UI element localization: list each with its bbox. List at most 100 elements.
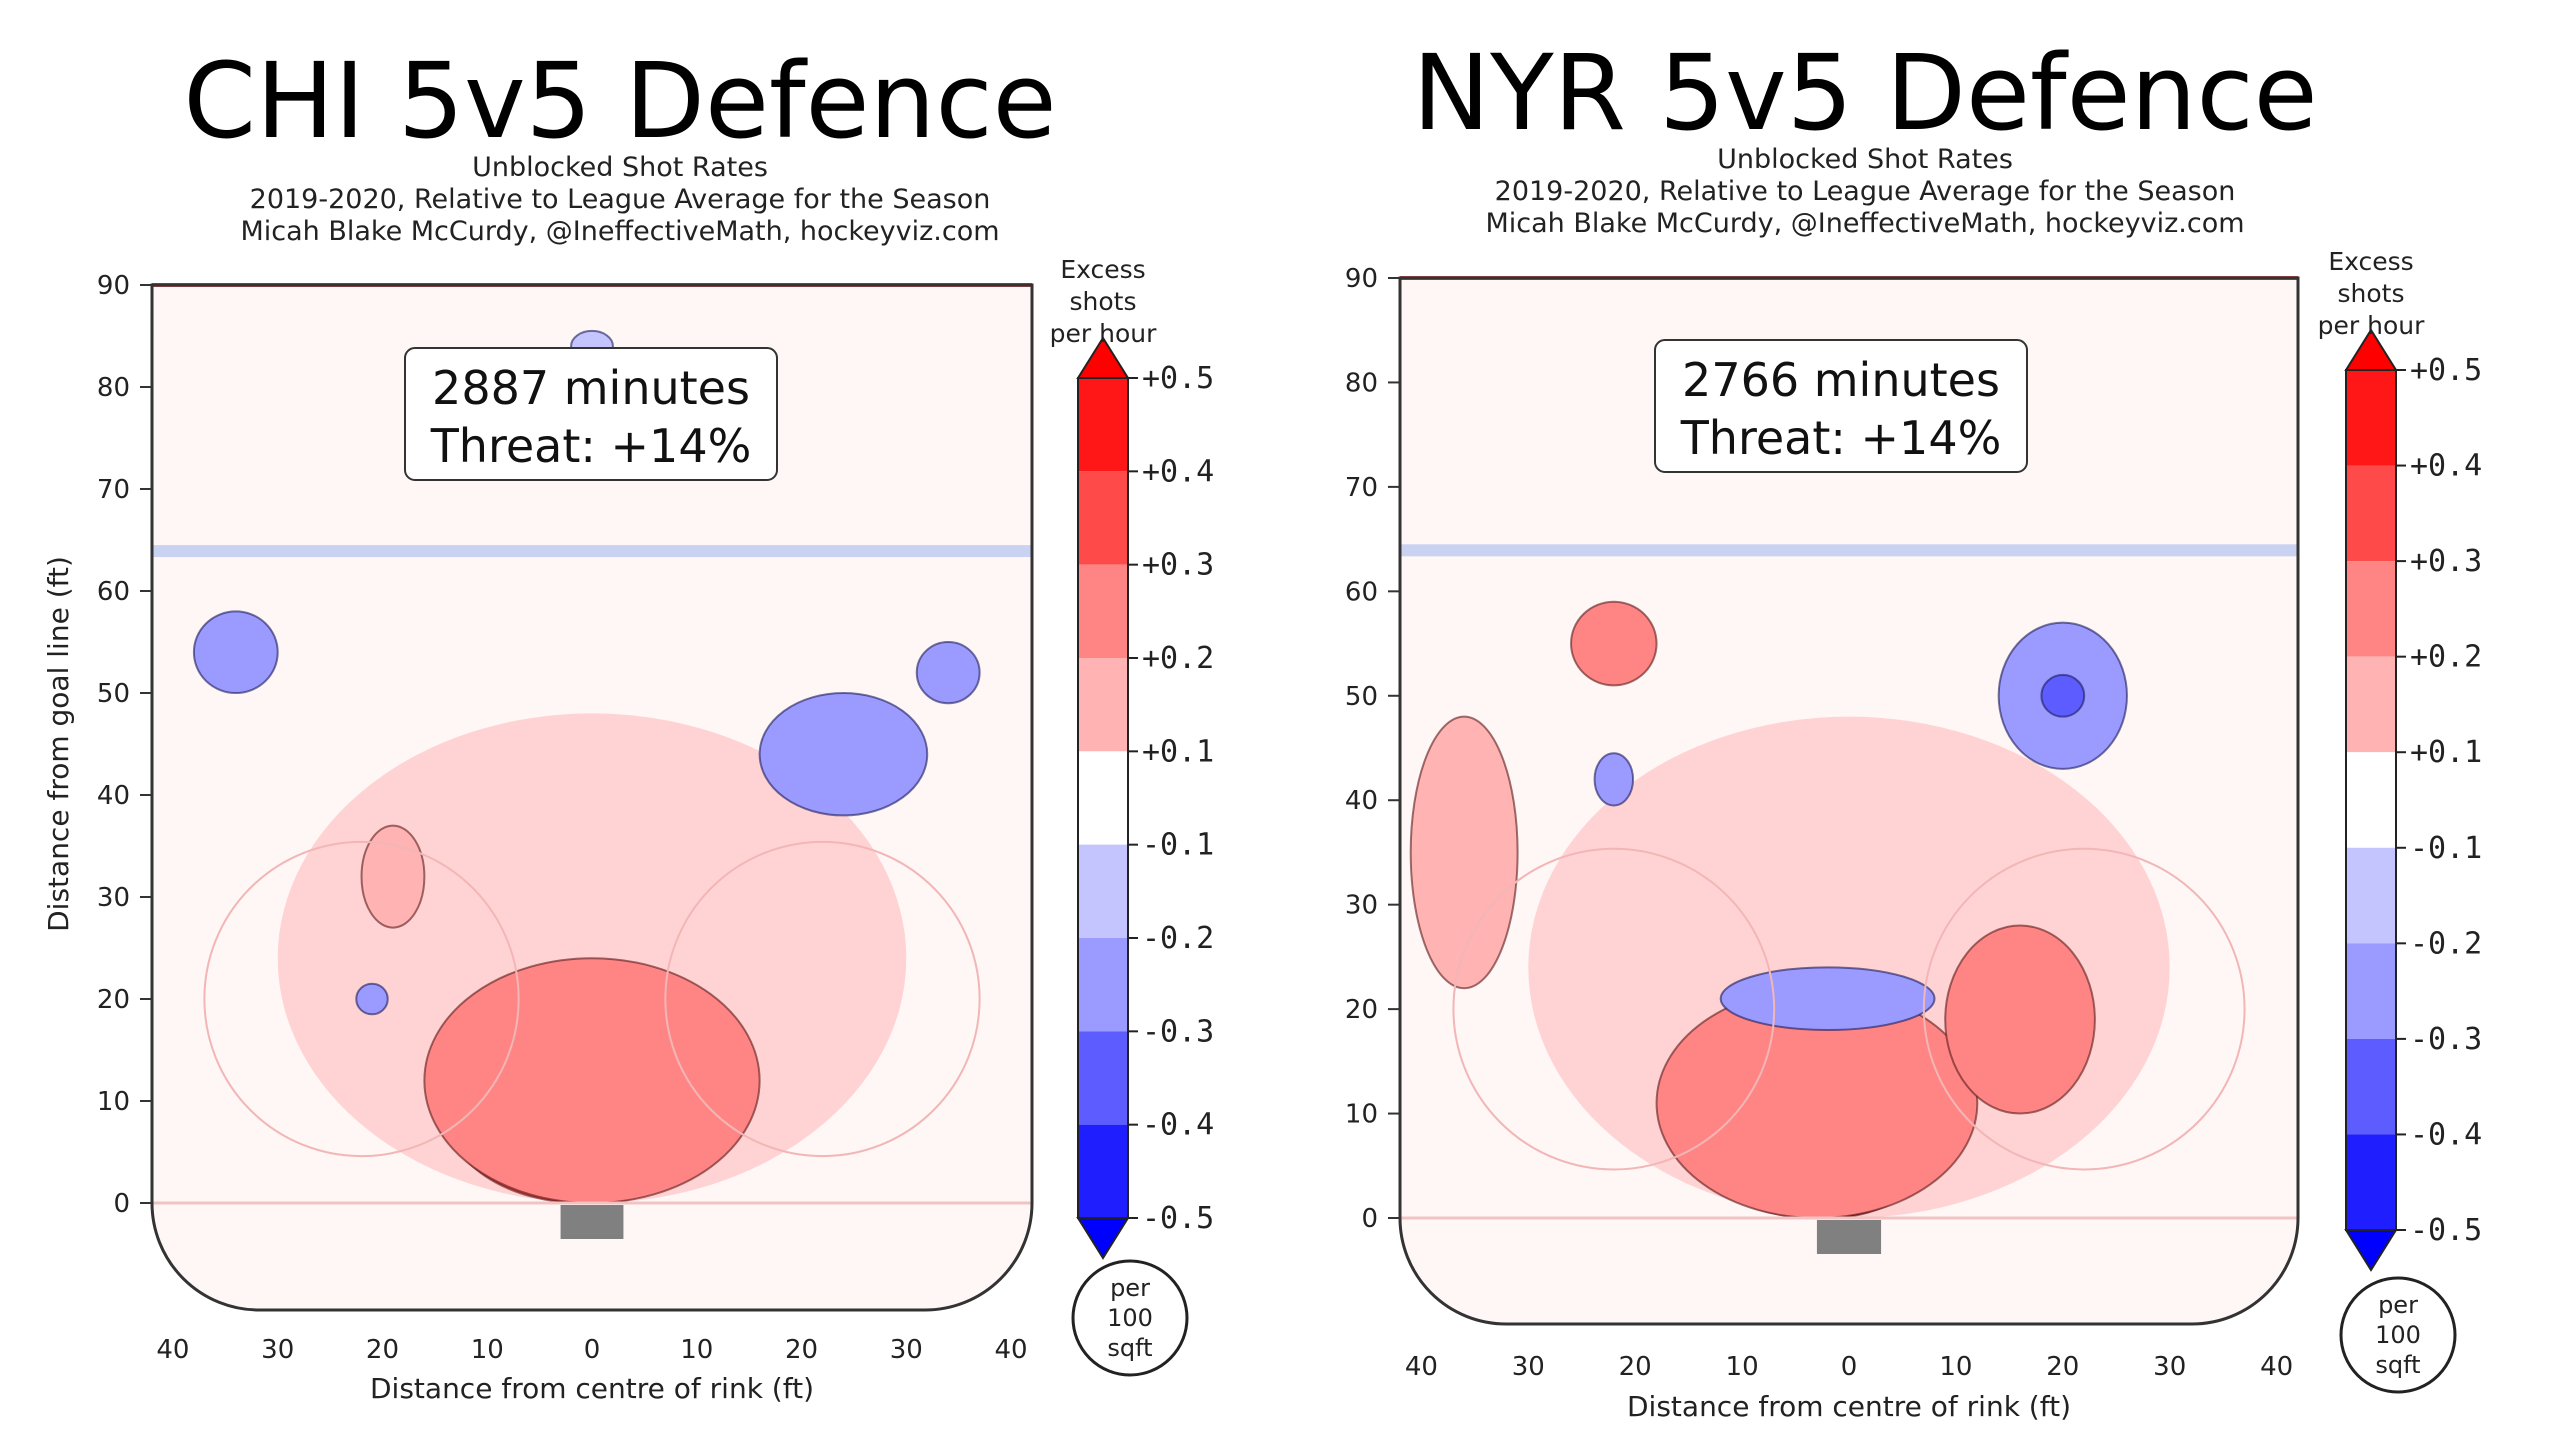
colorbar-band [1078,378,1128,472]
y-tick-label: 40 [97,781,130,811]
colorbar-band [1078,844,1128,938]
chart-subtitle-3: Micah Blake McCurdy, @IneffectiveMath, h… [240,216,1000,247]
x-tick-label: 40 [1405,1352,1438,1382]
faceoff-circle [203,840,520,1158]
colorbar-tick-label: -0.5 [2410,1213,2482,1248]
x-tick-label: 30 [261,1335,294,1365]
unit-label: per [1110,1274,1150,1302]
unit-badge [2339,1276,2457,1394]
minutes-label: 2766 minutes [1682,353,2000,407]
colorbar-title: shots [2338,279,2405,308]
x-tick-label: 20 [785,1335,818,1365]
y-tick-label: 60 [97,577,130,607]
colorbar-tick-label: -0.3 [2410,1022,2482,1057]
chart-subtitle-3: Micah Blake McCurdy, @IneffectiveMath, h… [1485,208,2245,239]
colorbar-band [2346,847,2396,944]
heat-regions [1409,600,2170,1220]
heat-region [758,692,929,817]
colorbar-tick-label: +0.5 [2410,353,2482,388]
colorbar-tick-label: -0.1 [2410,831,2482,866]
chart-title: CHI 5v5 Defence [183,40,1057,162]
faceoff-circle [664,840,981,1158]
colorbar-tick-label: +0.2 [2410,640,2482,675]
rink-outline [1398,276,2300,1326]
rink-outline [150,283,1034,1312]
heat-region [1593,752,1635,807]
unit-label: sqft [2375,1351,2420,1379]
y-tick-label: 50 [1345,682,1378,712]
colorbar-band [1078,938,1128,1032]
colorbar-title: per hour [2318,311,2425,340]
y-tick-label: 50 [97,679,130,709]
chart-panel-nyr: NYR 5v5 Defence Unblocked Shot Rates 201… [1280,0,2560,1439]
x-axis-title: Distance from centre of rink (ft) [1627,1390,2071,1423]
net [560,1205,624,1239]
chart-panel-chi: CHI 5v5 Defence Unblocked Shot Rates 201… [42,40,1214,1405]
stats-box [404,347,778,481]
y-tick-label: 30 [1345,891,1378,921]
unit-label: per [2378,1291,2418,1319]
x-tick-label: 10 [471,1335,504,1365]
chart-subtitle-1: Unblocked Shot Rates [472,152,768,183]
colorbar-tick-label: -0.5 [1142,1201,1214,1236]
x-tick-label: 20 [366,1335,399,1365]
stats-box [1654,339,2028,473]
colorbar-arrow-bottom [2344,1229,2398,1272]
chart-subtitle-2: 2019-2020, Relative to League Average fo… [1494,176,2236,207]
colorbar-title: shots [1070,287,1137,316]
x-tick-label: 10 [1726,1352,1759,1382]
chart-subtitle-2: 2019-2020, Relative to League Average fo… [249,184,991,215]
colorbar-tick-label: -0.1 [1142,828,1214,863]
heat-region [1944,924,2096,1115]
colorbar-tick-label: +0.4 [2410,449,2482,484]
colorbar-band [1078,1124,1128,1218]
colorbar-band [2346,656,2396,753]
y-tick-label: 80 [97,373,130,403]
colorbar-band [1078,564,1128,658]
x-axis-title: Distance from centre of rink (ft) [370,1372,814,1405]
y-tick-label: 90 [1345,264,1378,294]
colorbar-band [1078,751,1128,845]
x-tick-label: 0 [1841,1352,1858,1382]
colorbar-band [2346,561,2396,657]
blue-line [152,545,1032,558]
colorbar-tick-label: +0.1 [1142,734,1214,769]
colorbar-band [2346,943,2396,1039]
blue-line [1400,544,2298,557]
heat-region [355,982,389,1016]
colorbar-tick-label: +0.3 [2410,544,2482,579]
heat-regions [192,329,981,1204]
net [1816,1220,1882,1254]
colorbar-tick-label: -0.4 [1142,1108,1214,1143]
colorbar-tick-label: +0.2 [1142,641,1214,676]
colorbar-tick-label: +0.3 [1142,548,1214,583]
y-tick-label: 10 [1345,1100,1378,1130]
colorbar-frame [1077,377,1129,1219]
colorbar-band [2346,1038,2396,1135]
colorbar-tick-label: -0.2 [2410,926,2482,961]
colorbar-band [2346,752,2396,848]
colorbar-tick-label: -0.2 [1142,921,1214,956]
y-tick-label: 30 [97,883,130,913]
unit-label: sqft [1107,1334,1152,1362]
heat-region [915,641,981,705]
chart-title: NYR 5v5 Defence [1412,32,2318,154]
y-tick-label: 20 [97,985,130,1015]
heat-region [360,824,426,929]
colorbar-band [1078,1031,1128,1125]
threat-label: Threat: +14% [430,419,752,473]
colorbar-band [1078,658,1128,752]
y-tick-label: 70 [1345,473,1378,503]
x-tick-label: 20 [1619,1352,1652,1382]
x-tick-label: 40 [156,1335,189,1365]
x-tick-label: 30 [1512,1352,1545,1382]
heat-region [1409,715,1519,990]
x-tick-label: 10 [1939,1352,1972,1382]
colorbar-tick-label: -0.4 [2410,1117,2482,1152]
x-tick-label: 20 [2046,1352,2079,1382]
heat-region [2040,673,2086,718]
heat-region [192,610,279,695]
x-tick-label: 40 [2260,1352,2293,1382]
heat-region [1719,966,1936,1032]
